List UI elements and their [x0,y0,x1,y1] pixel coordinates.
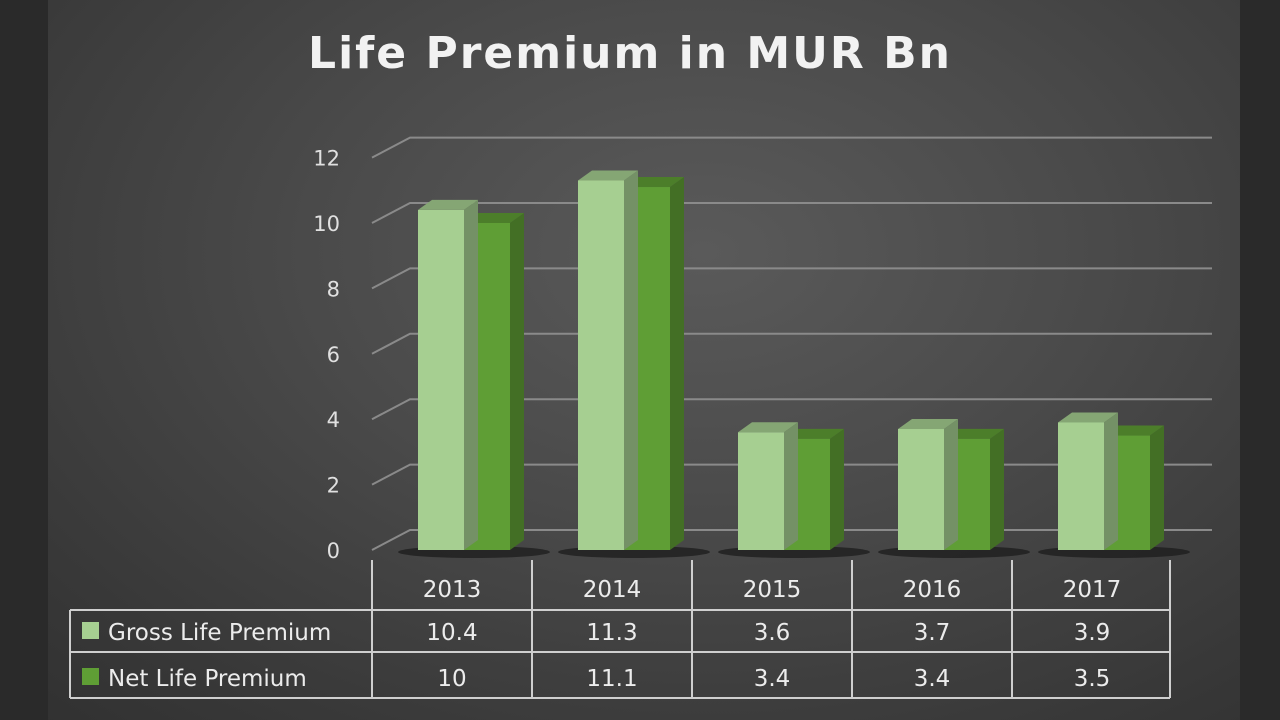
y-tick-label: 10 [313,212,340,236]
gridline [371,202,1212,224]
bar-side-gross-life-premium-2016 [944,419,958,550]
legend-label: Gross Life Premium [108,620,331,646]
bar-top-gross-life-premium-2016 [898,419,958,430]
table-header-year: 2013 [423,577,482,603]
bar-top-net-life-premium-2013 [464,213,524,223]
table-cell-value: 3.5 [1074,666,1111,692]
y-tick-label: 12 [313,147,340,171]
y-tick-label: 4 [327,408,340,432]
table-cell-value: 3.4 [914,666,951,692]
gridline [371,136,1212,159]
bar-top-net-life-premium-2016 [944,428,1004,439]
table-cell-value: 10.4 [426,620,477,646]
table-header-year: 2014 [583,577,642,603]
y-tick-label: 0 [327,539,340,563]
table-cell-value: 11.1 [586,666,637,692]
bar-gross-life-premium-2017 [1058,422,1104,550]
legend-label: Net Life Premium [108,666,307,692]
gridline [371,332,1212,355]
bar-top-net-life-premium-2015 [784,428,844,439]
bar-side-net-life-premium-2017 [1150,425,1164,550]
table-header-year: 2015 [743,577,802,603]
bar-top-net-life-premium-2017 [1104,425,1164,436]
bar-side-gross-life-premium-2014 [624,170,638,551]
y-tick-label: 6 [327,343,340,367]
left-border [0,0,48,720]
bar-gross-life-premium-2014 [578,180,624,551]
bar-side-net-life-premium-2016 [990,428,1004,550]
table-cell-value: 3.4 [754,666,791,692]
bar-gross-life-premium-2016 [898,429,944,550]
bar-side-net-life-premium-2013 [510,213,524,550]
chart-title: Life Premium in MUR Bn [308,28,952,79]
bar-top-gross-life-premium-2017 [1058,412,1118,423]
bar-gross-life-premium-2015 [738,432,784,550]
right-border [1240,0,1280,720]
table-cell-value: 3.7 [914,620,951,646]
table-cell-value: 10 [437,666,466,692]
bar-side-net-life-premium-2014 [670,177,684,550]
bar-side-gross-life-premium-2017 [1104,412,1118,550]
gridline [371,398,1212,421]
table-header-year: 2016 [903,577,962,603]
bar-top-gross-life-premium-2014 [578,170,638,181]
table-cell-value: 11.3 [586,620,637,646]
table-header-year: 2017 [1063,577,1122,603]
y-tick-label: 2 [327,474,340,498]
table-cell-value: 3.9 [1074,620,1111,646]
legend-swatch [82,668,99,685]
bar-top-gross-life-premium-2015 [738,422,798,433]
bar-side-gross-life-premium-2015 [784,422,798,550]
bar-top-net-life-premium-2014 [624,177,684,188]
bar-top-gross-life-premium-2013 [418,199,478,210]
table-cell-value: 3.6 [754,620,791,646]
bar-gross-life-premium-2013 [418,209,464,551]
bar-side-gross-life-premium-2013 [464,199,478,551]
y-tick-label: 8 [327,277,340,301]
bar-side-net-life-premium-2015 [830,428,844,550]
legend-swatch [82,622,99,639]
gridline [371,267,1212,290]
